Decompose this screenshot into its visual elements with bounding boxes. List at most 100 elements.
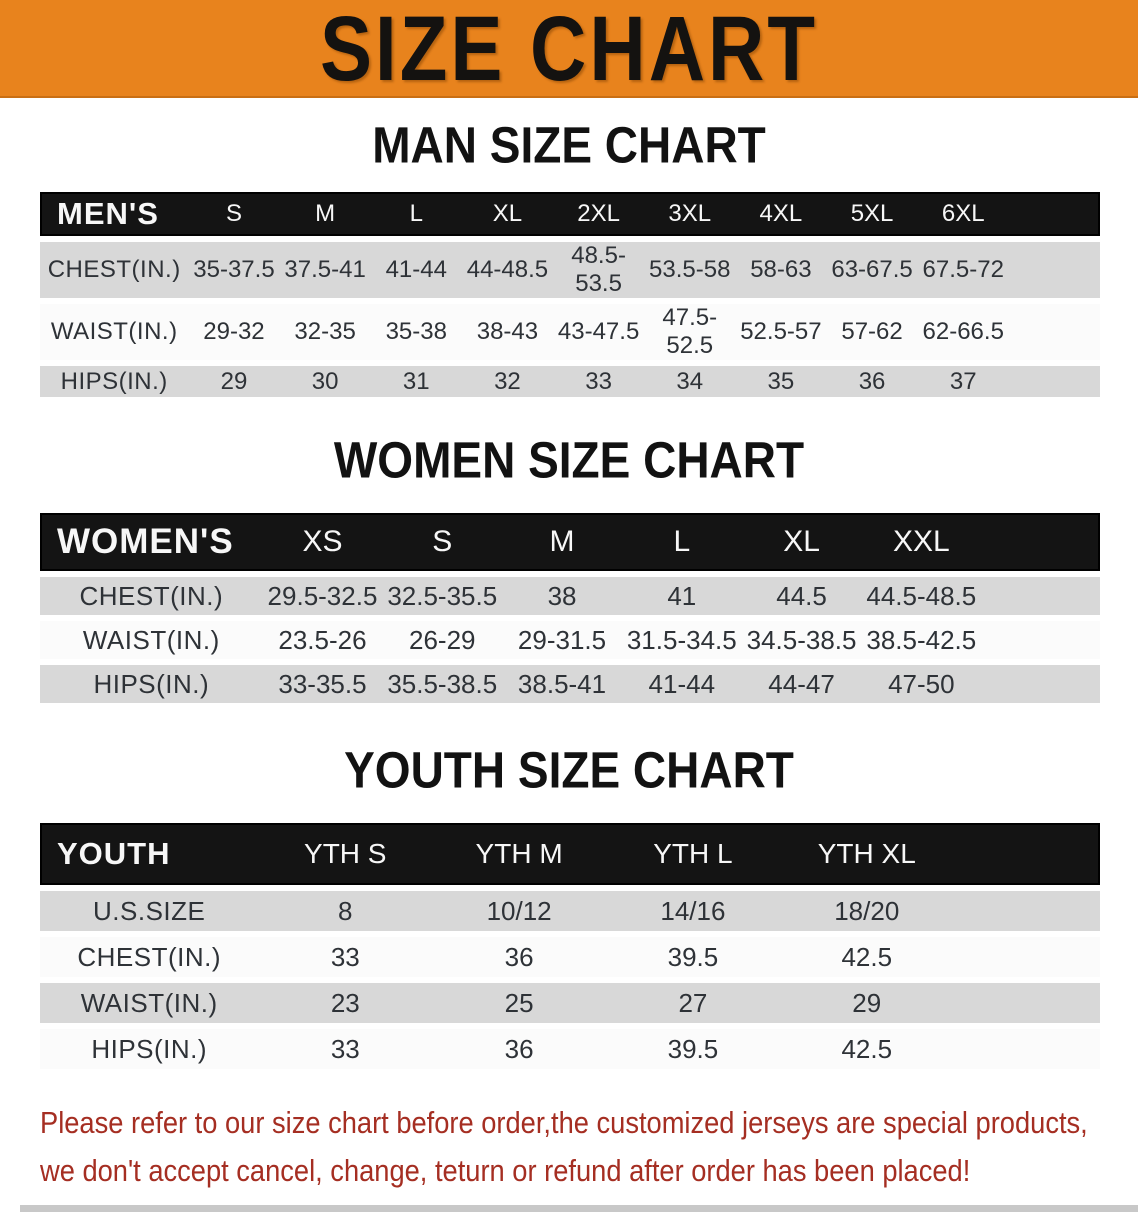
- row-label: CHEST(IN.): [40, 242, 189, 298]
- table-row: CHEST(IN.) 29.5-32.5 32.5-35.5 38 41 44.5 44.5…: [40, 577, 1100, 615]
- size-table-header-row: MEN'S S M L XL 2XL 3XL 4XL 5XL 6XL: [40, 192, 1100, 236]
- cell-value: 32: [461, 366, 554, 397]
- cell-value: 39.5: [606, 1029, 780, 1069]
- cell-value: 23: [258, 983, 433, 1023]
- column-header: XXL: [861, 513, 982, 571]
- cell-value: 26-29: [382, 621, 503, 659]
- table-row: WAIST(IN.) 29-32 32-35 35-38 38-43 43-47.5 47.…: [40, 304, 1100, 360]
- cell-value: 35-37.5: [188, 242, 280, 298]
- row-label: HIPS(IN.): [40, 665, 263, 703]
- row-label: CHEST(IN.): [40, 577, 263, 615]
- cell-value: 43-47.5: [553, 304, 645, 360]
- row-label: WAIST(IN.): [40, 304, 189, 360]
- column-header: 3XL: [644, 192, 736, 236]
- table-row: HIPS(IN.) 33 36 39.5 42.5: [40, 1029, 1100, 1069]
- row-filler: [953, 983, 1100, 1023]
- cell-value: 63-67.5: [826, 242, 918, 298]
- disclaimer-line-2: we don't accept cancel, change, teturn o…: [40, 1153, 971, 1189]
- cell-value: 29-32: [188, 304, 280, 360]
- banner-title: SIZE CHART: [320, 0, 818, 98]
- disclaimer: Please refer to our size chart before or…: [40, 1099, 1088, 1195]
- cell-value: 44-47: [741, 665, 862, 703]
- cell-value: 39.5: [606, 937, 780, 977]
- cell-value: 48.5-53.5: [553, 242, 645, 298]
- column-header: YTH L: [606, 823, 780, 885]
- section-heading: WOMEN SIZE CHART: [333, 431, 805, 489]
- row-filler: [981, 577, 1100, 615]
- column-header: 5XL: [826, 192, 918, 236]
- cell-value: 67.5-72: [917, 242, 1009, 298]
- cell-value: 10/12: [432, 891, 607, 931]
- table-row: CHEST(IN.) 35-37.5 37.5-41 41-44 44-48.5 48.5…: [40, 242, 1100, 298]
- cell-value: 35.5-38.5: [382, 665, 503, 703]
- section-heading-wrap: WOMEN SIZE CHART: [0, 431, 1138, 489]
- size-table-header-row: YOUTH YTH S YTH M YTH L YTH XL: [40, 823, 1100, 885]
- cell-value: 30: [279, 366, 371, 397]
- cell-value: 31.5-34.5: [621, 621, 742, 659]
- cell-value: 38-43: [461, 304, 554, 360]
- header-filler: [953, 823, 1100, 885]
- header-filler: [981, 513, 1100, 571]
- row-filler: [953, 1029, 1100, 1069]
- cell-value: 58-63: [735, 242, 827, 298]
- cell-value: 34.5-38.5: [741, 621, 862, 659]
- column-header: L: [621, 513, 742, 571]
- cell-value: 57-62: [826, 304, 918, 360]
- table-row: HIPS(IN.) 29 30 31 32 33 34 35 36 37: [40, 366, 1100, 397]
- cell-value: 42.5: [779, 937, 954, 977]
- disclaimer-line-1: Please refer to our size chart before or…: [40, 1105, 1088, 1140]
- size-table-header-row: WOMEN'S XS S M L XL XXL: [40, 513, 1100, 571]
- section-heading-wrap: MAN SIZE CHART: [0, 116, 1138, 173]
- row-label: WAIST(IN.): [40, 983, 259, 1023]
- cell-value: 37.5-41: [279, 242, 371, 298]
- cell-value: 29: [188, 366, 280, 397]
- cell-value: 8: [258, 891, 433, 931]
- cell-value: 33: [553, 366, 645, 397]
- column-header: 2XL: [553, 192, 645, 236]
- cell-value: 41-44: [621, 665, 742, 703]
- section-men: MAN SIZE CHART MEN'S S M L XL 2XL 3XL 4XL 5XL 6XL…: [0, 116, 1138, 403]
- size-chart-banner: SIZE CHART: [0, 0, 1138, 98]
- column-header: M: [502, 513, 622, 571]
- column-header: L: [370, 192, 462, 236]
- row-filler: [953, 891, 1100, 931]
- cell-value: 38.5-42.5: [861, 621, 982, 659]
- table-row: CHEST(IN.) 33 36 39.5 42.5: [40, 937, 1100, 977]
- column-header: 6XL: [917, 192, 1009, 236]
- cell-value: 52.5-57: [735, 304, 827, 360]
- cell-value: 32-35: [279, 304, 371, 360]
- row-label: HIPS(IN.): [40, 366, 189, 397]
- size-table: MEN'S S M L XL 2XL 3XL 4XL 5XL 6XL CHEST(IN.) 35-3…: [40, 186, 1100, 403]
- table-row: U.S.SIZE 8 10/12 14/16 18/20: [40, 891, 1100, 931]
- row-filler: [953, 937, 1100, 977]
- column-header: XL: [461, 192, 554, 236]
- size-table: WOMEN'S XS S M L XL XXL CHEST(IN.) 29.5-32.5 32.…: [40, 507, 1100, 709]
- cell-value: 41: [621, 577, 742, 615]
- cell-value: 33-35.5: [262, 665, 383, 703]
- cell-value: 36: [826, 366, 918, 397]
- column-header: M: [279, 192, 371, 236]
- cell-value: 29: [779, 983, 954, 1023]
- cell-value: 29-31.5: [502, 621, 622, 659]
- column-header: S: [188, 192, 280, 236]
- row-filler: [1008, 242, 1100, 298]
- cell-value: 23.5-26: [262, 621, 383, 659]
- row-label: HIPS(IN.): [40, 1029, 259, 1069]
- cell-value: 37: [917, 366, 1009, 397]
- table-row: WAIST(IN.) 23 25 27 29: [40, 983, 1100, 1023]
- cell-value: 34: [644, 366, 736, 397]
- row-label: CHEST(IN.): [40, 937, 259, 977]
- row-filler: [981, 621, 1100, 659]
- cell-value: 47.5-52.5: [644, 304, 736, 360]
- cell-value: 35: [735, 366, 827, 397]
- cell-value: 38: [502, 577, 622, 615]
- row-label: U.S.SIZE: [40, 891, 259, 931]
- size-chart-sections: MAN SIZE CHART MEN'S S M L XL 2XL 3XL 4XL 5XL 6XL…: [0, 116, 1138, 1075]
- section-heading-wrap: YOUTH SIZE CHART: [0, 741, 1138, 798]
- header-filler: [1008, 192, 1100, 236]
- cell-value: 35-38: [370, 304, 462, 360]
- section-women: WOMEN SIZE CHART WOMEN'S XS S M L XL XXL CHEST…: [0, 431, 1138, 709]
- column-header: YTH XL: [779, 823, 954, 885]
- row-label: WAIST(IN.): [40, 621, 263, 659]
- section-youth: YOUTH SIZE CHART YOUTH YTH S YTH M YTH L YTH…: [0, 741, 1138, 1075]
